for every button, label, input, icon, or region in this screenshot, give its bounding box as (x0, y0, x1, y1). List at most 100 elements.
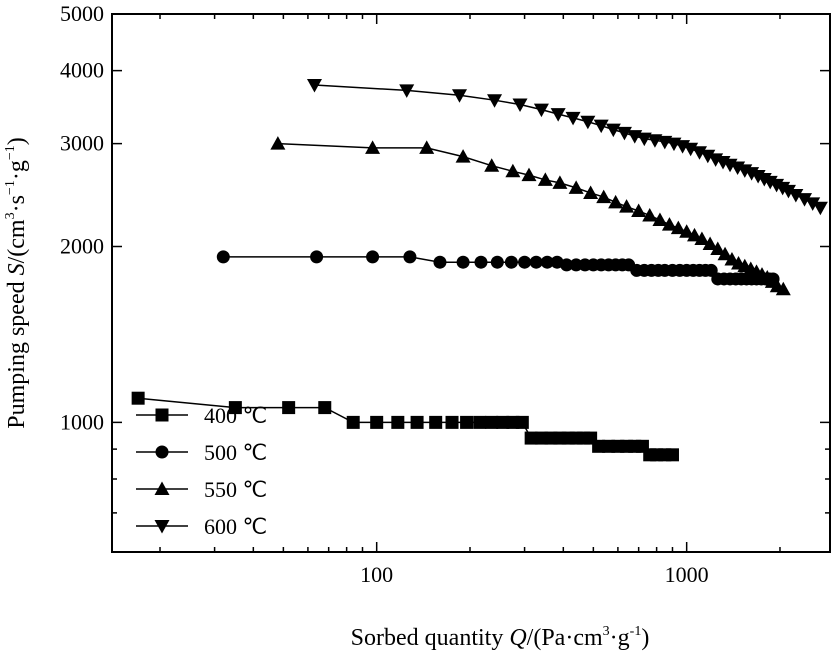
data-point (583, 185, 599, 199)
data-point (691, 146, 707, 160)
data-point (445, 415, 459, 429)
legend-label: 600 ℃ (204, 514, 267, 539)
data-point (487, 94, 503, 108)
y-tick-label: 3000 (60, 131, 104, 156)
data-point (131, 391, 145, 405)
data-point (552, 175, 568, 189)
data-point (484, 158, 500, 172)
legend-label: 550 ℃ (204, 477, 267, 502)
data-point (410, 415, 424, 429)
legend-label: 400 ℃ (204, 403, 267, 428)
data-point (700, 149, 716, 164)
data-point (631, 203, 647, 218)
data-point (429, 415, 443, 429)
data-point (565, 111, 581, 126)
data-point (515, 415, 529, 429)
data-point (642, 207, 658, 222)
legend-marker (155, 445, 169, 459)
series-3 (270, 136, 791, 296)
data-point (504, 255, 518, 269)
data-point (403, 250, 417, 264)
data-point (460, 415, 474, 429)
plot-border (111, 13, 831, 553)
data-point (505, 163, 521, 178)
data-point (391, 415, 405, 429)
data-point (652, 212, 668, 227)
data-point (710, 241, 726, 256)
series-2 (216, 250, 780, 286)
data-point (540, 255, 554, 269)
data-point (580, 115, 596, 130)
data-point (474, 255, 488, 269)
data-point (687, 227, 703, 242)
legend-marker (154, 481, 170, 495)
data-point (366, 250, 380, 264)
data-point (550, 108, 566, 122)
data-point (537, 172, 553, 186)
x-tick-label: 1000 (665, 562, 709, 587)
data-point (452, 89, 468, 103)
data-point (683, 142, 699, 157)
data-point (592, 439, 606, 453)
data-point (560, 258, 574, 272)
legend: 400 ℃ 500 ℃ 550 ℃ 600 ℃ (136, 403, 267, 539)
data-point (473, 415, 487, 429)
series-1 (131, 391, 679, 462)
data-point (788, 189, 804, 203)
y-axis-title: Pumping speed S/(cm3·s−1·g−1) (3, 137, 30, 428)
data-point (365, 140, 381, 154)
data-point (568, 180, 584, 194)
data-point (346, 415, 360, 429)
y-tick-label: 4000 (60, 58, 104, 83)
data-point (370, 415, 384, 429)
data-point (512, 98, 528, 113)
data-point (717, 246, 733, 261)
legend-marker (154, 520, 170, 534)
data-point (670, 220, 686, 235)
data-point (805, 197, 821, 211)
legend-marker (155, 408, 169, 422)
data-point (310, 250, 324, 264)
data-point (529, 255, 543, 269)
x-tick-label: 100 (360, 562, 393, 587)
legend-entry: 500 ℃ (136, 440, 267, 465)
data-point (456, 255, 470, 269)
axis-ticks: 100 1000 1000 2000 3000 4000 5000 (60, 1, 830, 587)
data-point (780, 184, 796, 199)
data-point (419, 140, 435, 154)
data-point (399, 84, 415, 98)
data-point (775, 281, 791, 296)
x-axis-title: Sorbed quantity Q/(Pa·cm3·g-1) (351, 624, 650, 651)
data-point (812, 201, 828, 216)
legend-entry: 600 ℃ (136, 514, 267, 539)
data-point (496, 415, 510, 429)
series-layer (131, 78, 828, 462)
legend-label: 500 ℃ (204, 440, 267, 465)
data-point (518, 255, 532, 269)
series-4 (306, 78, 828, 216)
data-point (306, 78, 322, 93)
data-point (679, 224, 695, 238)
data-point (433, 255, 447, 269)
legend-entry: 550 ℃ (136, 477, 267, 502)
data-point (702, 236, 718, 250)
data-point (455, 149, 471, 163)
legend-entry: 400 ℃ (136, 403, 267, 428)
data-point (524, 431, 538, 445)
data-point (636, 132, 652, 147)
data-point (485, 415, 499, 429)
data-point (490, 255, 504, 269)
data-point (282, 401, 296, 415)
data-point (216, 250, 230, 264)
data-point (596, 189, 612, 204)
data-point (593, 119, 609, 134)
series-line (314, 84, 821, 209)
data-point (694, 231, 710, 246)
data-point (665, 448, 679, 462)
data-point (521, 167, 537, 182)
y-tick-label: 5000 (60, 1, 104, 26)
y-tick-label: 1000 (60, 409, 104, 434)
plot-area (111, 13, 831, 553)
data-point (608, 194, 624, 209)
